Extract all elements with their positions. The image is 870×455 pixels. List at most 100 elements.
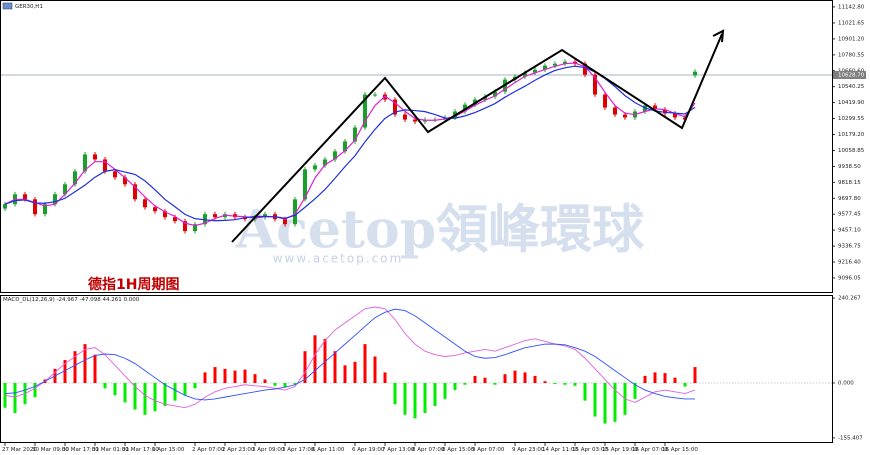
candle-body: [83, 154, 87, 172]
x-tick-label: 2 Apr 07:00: [192, 447, 225, 453]
arrow-head: [712, 29, 725, 43]
macd-bar: [83, 344, 87, 383]
watermark-text: Acetop領峰環球: [235, 200, 645, 261]
candle-body: [413, 119, 417, 122]
macd-bar: [453, 382, 457, 391]
macd-bar: [593, 382, 597, 417]
x-tick-label: 7 Apr 13:00: [382, 447, 415, 453]
macd-bar: [153, 382, 157, 412]
macd-bar: [483, 377, 487, 383]
y-tick-label: 11142.80: [838, 4, 865, 10]
candle-body: [623, 114, 627, 118]
candle-body: [543, 65, 547, 70]
candle-body: [673, 113, 677, 118]
candle-body: [23, 194, 27, 200]
macd-bar: [283, 382, 287, 388]
zigzag-line: [231, 33, 723, 243]
watermark-url: www.acetop.com: [273, 252, 404, 266]
macd-bar: [373, 356, 377, 383]
candle-body: [533, 69, 537, 73]
candle-body: [313, 165, 317, 170]
x-tick-label: 30 Mar 17:00: [62, 447, 99, 453]
x-tick-label: 31 Mar 17:00: [122, 447, 159, 453]
macd-bar: [433, 382, 437, 406]
y-tick-label: 10901.20: [838, 36, 865, 42]
trend-drawing: [231, 29, 725, 243]
candle-body: [163, 211, 167, 218]
macd-bar: [503, 374, 507, 383]
candle-body: [123, 177, 127, 185]
candle-body: [203, 214, 207, 225]
macd-bar: [243, 369, 247, 383]
candle-body: [493, 91, 497, 97]
candle-body: [593, 74, 597, 95]
macd-bar: [123, 382, 127, 403]
macd-bar: [653, 372, 657, 383]
candle-body: [553, 63, 557, 66]
macd-bar: [173, 382, 177, 401]
macd-bar: [343, 365, 347, 383]
y-tick-label: 10058.85: [838, 148, 865, 154]
candle-body: [3, 204, 7, 209]
y-tick-label: 10299.55: [838, 116, 865, 122]
candle-body: [103, 159, 107, 172]
macd-bar: [423, 382, 427, 414]
macd-title: MACD_DL(12,26,9) -24.967 -47.098 44.261 …: [3, 297, 140, 303]
x-tick-label: 15 Apr 03:00: [572, 447, 608, 453]
macd-bar: [683, 382, 687, 387]
candle-body: [303, 169, 307, 200]
macd-bar: [233, 370, 237, 383]
macd-bar: [673, 377, 677, 383]
main-panel-frame: [0, 0, 833, 293]
candle-body: [143, 199, 147, 208]
macd-bar: [263, 379, 267, 383]
x-tick-label: 6 Apr 11:00: [312, 447, 345, 453]
y-tick-label: 9818.15: [838, 180, 861, 186]
candle-body: [43, 204, 47, 215]
plot-area: [0, 59, 832, 424]
candle-body: [603, 94, 607, 108]
y-tick-label: 10179.20: [838, 132, 865, 138]
y-tick-label: 9938.50: [838, 164, 861, 170]
macd-bar: [73, 351, 77, 383]
macd-bar: [293, 382, 297, 385]
macd-bar: [643, 375, 647, 383]
macd-panel-frame: [0, 295, 833, 443]
macd-bar: [93, 354, 97, 383]
x-tick-label: 16 Apr 07:00: [632, 447, 668, 453]
macd-bar: [513, 370, 517, 383]
candle-body: [263, 214, 267, 218]
x-tick-label: 14 Apr 11:00: [542, 447, 578, 453]
y-tick-label: -155.407: [838, 435, 863, 441]
macd-bar: [33, 382, 37, 398]
macd-bar: [63, 360, 67, 383]
y-tick-label: 9216.40: [838, 260, 861, 266]
candle-body: [333, 151, 337, 160]
candle-body: [613, 107, 617, 115]
candle-body: [133, 184, 137, 200]
current-price-label: 10628.70: [838, 72, 865, 78]
macd-bar: [693, 367, 697, 383]
candle-body: [653, 105, 657, 110]
macd-bar: [133, 382, 137, 410]
macd-bar: [603, 382, 607, 424]
macd-bar: [113, 382, 117, 396]
macd-bar: [613, 382, 617, 422]
macd-bar: [543, 381, 547, 383]
y-tick-label: 10540.25: [838, 84, 865, 90]
candle-body: [293, 199, 297, 225]
macd-bar: [103, 382, 107, 389]
y-tick-label: 9457.10: [838, 228, 861, 234]
macd-bar: [533, 375, 537, 383]
chart-title: GER30,H1: [15, 4, 43, 10]
macd-bar: [663, 373, 667, 383]
macd-bar: [193, 382, 197, 389]
x-tick-label: 3 Apr 17:00: [282, 447, 315, 453]
candle-body: [693, 71, 697, 76]
current-price-box: [833, 70, 866, 79]
moving-average-line: [4, 65, 696, 222]
candle-body: [173, 217, 177, 222]
macd-bar: [563, 382, 567, 385]
